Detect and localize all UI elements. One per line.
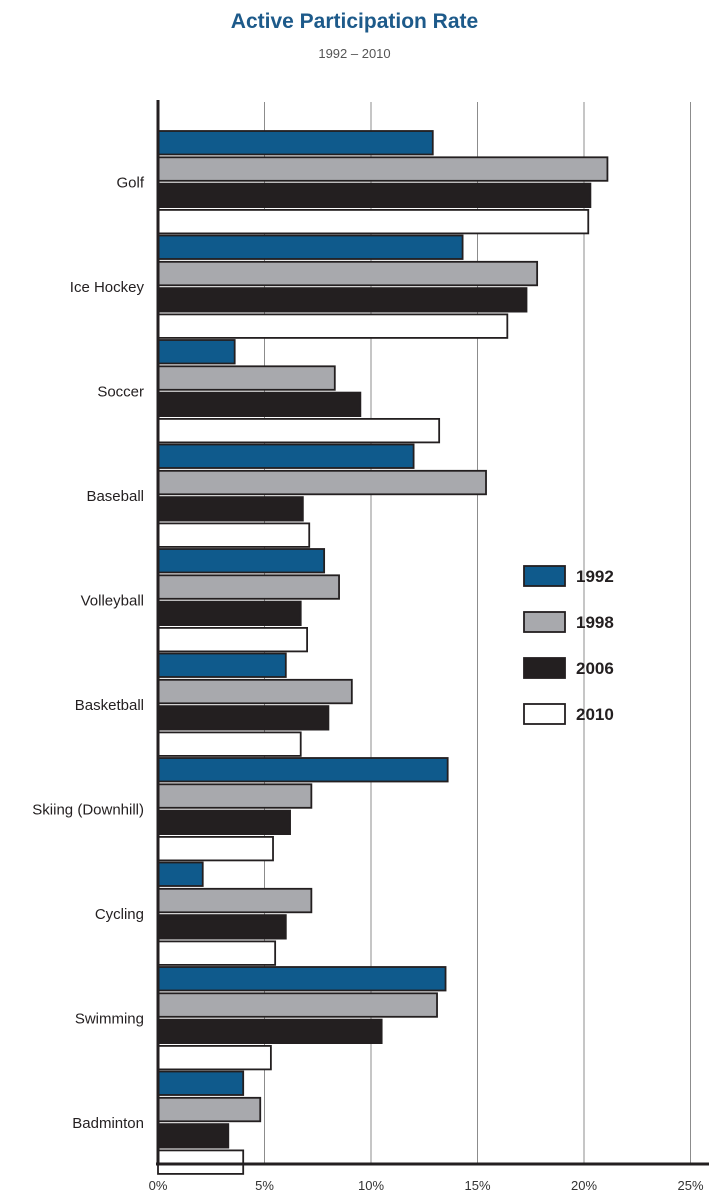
bar-1998 bbox=[157, 469, 487, 496]
category-label: Skiing (Downhill) bbox=[32, 802, 144, 819]
bar-1992 bbox=[157, 966, 447, 992]
bar-1998 bbox=[157, 678, 353, 705]
bar-1992 bbox=[157, 757, 449, 783]
bar-2010 bbox=[157, 627, 309, 653]
bar-2006 bbox=[157, 705, 330, 731]
legend-swatch-1992 bbox=[523, 565, 566, 587]
bar-2006 bbox=[157, 1018, 383, 1044]
legend-label: 1998 bbox=[576, 613, 614, 632]
bar-2006 bbox=[157, 600, 302, 626]
bar-2006 bbox=[157, 809, 291, 835]
x-tick-label: 5% bbox=[255, 1178, 274, 1193]
chart-title: Active Participation Rate bbox=[230, 10, 479, 33]
bar-2006 bbox=[157, 182, 592, 209]
x-tick-label: 25% bbox=[677, 1178, 703, 1193]
category-label: Basketball bbox=[75, 697, 144, 714]
category-label: Baseball bbox=[86, 488, 144, 505]
bar-2010 bbox=[157, 1045, 272, 1071]
bar-2010 bbox=[157, 1149, 245, 1175]
bar-2006 bbox=[157, 496, 304, 522]
x-tick-label: 20% bbox=[571, 1178, 597, 1193]
bar-2010 bbox=[157, 313, 509, 339]
bar-1992 bbox=[157, 548, 326, 574]
category-label: Golf bbox=[116, 175, 144, 192]
bar-2006 bbox=[157, 391, 362, 418]
bar-2006 bbox=[157, 1123, 230, 1149]
legend-label: 1992 bbox=[576, 567, 614, 586]
bar-1998 bbox=[157, 1096, 262, 1123]
legend-swatch-2006 bbox=[523, 657, 566, 679]
bar-1998 bbox=[157, 365, 336, 391]
bar-2006 bbox=[157, 914, 287, 940]
bar-2010 bbox=[157, 836, 274, 862]
bar-1992 bbox=[157, 1070, 245, 1096]
bar-1992 bbox=[157, 339, 236, 365]
bar-2010 bbox=[157, 731, 302, 757]
bar-2006 bbox=[157, 287, 528, 313]
bar-1992 bbox=[157, 443, 415, 469]
bar-2010 bbox=[157, 417, 441, 444]
bar-1998 bbox=[157, 887, 313, 914]
bar-2010 bbox=[157, 522, 311, 548]
bar-1992 bbox=[157, 130, 434, 156]
chart-subtitle: 1992 – 2010 bbox=[318, 46, 391, 61]
legend-swatch-1998 bbox=[523, 611, 566, 633]
x-tick-label: 15% bbox=[464, 1178, 490, 1193]
legend-label: 2006 bbox=[576, 659, 614, 678]
x-tick-label: 10% bbox=[358, 1178, 384, 1193]
legend-label: 2010 bbox=[576, 705, 614, 724]
bar-2010 bbox=[157, 940, 277, 966]
bar-2010 bbox=[157, 208, 590, 235]
bar-1998 bbox=[157, 156, 609, 182]
bar-1992 bbox=[157, 234, 464, 260]
category-label: Cycling bbox=[95, 906, 144, 923]
category-label: Swimming bbox=[75, 1011, 144, 1028]
bar-1998 bbox=[157, 783, 313, 809]
bar-1998 bbox=[157, 574, 340, 600]
category-label: Badminton bbox=[72, 1115, 144, 1132]
bar-1998 bbox=[157, 260, 539, 287]
category-label: Ice Hockey bbox=[70, 279, 145, 296]
bar-1992 bbox=[157, 861, 204, 887]
bar-1992 bbox=[157, 652, 287, 678]
x-tick-label: 0% bbox=[149, 1178, 168, 1193]
category-label: Volleyball bbox=[81, 593, 144, 610]
bar-1998 bbox=[157, 992, 438, 1018]
legend-swatch-2010 bbox=[523, 703, 566, 725]
category-label: Soccer bbox=[97, 384, 144, 401]
